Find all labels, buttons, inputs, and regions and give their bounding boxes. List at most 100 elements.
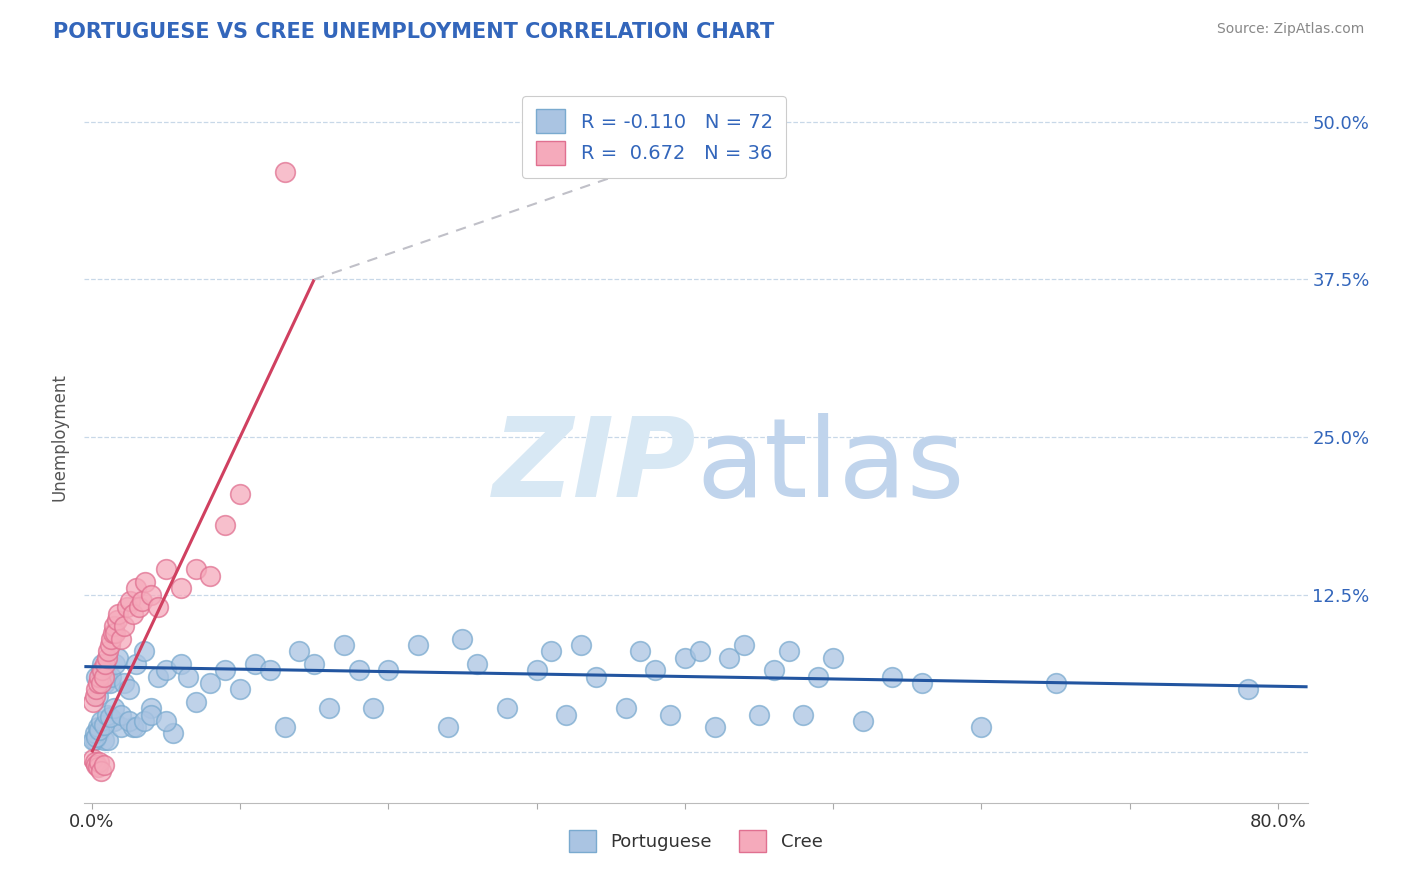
- Point: [229, 487, 252, 501]
- Point: [112, 619, 135, 633]
- Point: [100, 632, 122, 646]
- Text: ZIP: ZIP: [492, 413, 696, 520]
- Point: [82, 695, 104, 709]
- Point: [807, 670, 830, 684]
- Point: [125, 582, 148, 596]
- Point: [86, 720, 108, 734]
- Point: [689, 644, 711, 658]
- Y-axis label: Unemployment: Unemployment: [51, 373, 69, 501]
- Point: [83, 756, 105, 770]
- Point: [659, 707, 682, 722]
- Point: [122, 607, 145, 621]
- Point: [569, 638, 592, 652]
- Point: [83, 689, 105, 703]
- Point: [155, 714, 177, 728]
- Point: [117, 600, 139, 615]
- Point: [1237, 682, 1260, 697]
- Point: [911, 676, 934, 690]
- Point: [84, 682, 107, 697]
- Point: [107, 607, 129, 621]
- Point: [84, 758, 107, 772]
- Point: [90, 664, 112, 678]
- Point: [122, 720, 145, 734]
- Point: [128, 600, 150, 615]
- Point: [363, 701, 385, 715]
- Point: [96, 650, 118, 665]
- Point: [83, 732, 105, 747]
- Point: [585, 670, 607, 684]
- Point: [84, 730, 107, 744]
- Point: [823, 650, 845, 665]
- Point: [155, 664, 177, 678]
- Point: [555, 707, 578, 722]
- Point: [100, 670, 122, 684]
- Point: [170, 657, 193, 671]
- Point: [155, 562, 177, 576]
- Point: [644, 664, 666, 678]
- Text: atlas: atlas: [696, 413, 965, 520]
- Point: [96, 670, 118, 684]
- Point: [333, 638, 356, 652]
- Point: [243, 657, 266, 671]
- Point: [86, 760, 108, 774]
- Point: [103, 619, 125, 633]
- Point: [540, 644, 562, 658]
- Point: [97, 644, 120, 658]
- Point: [93, 670, 115, 684]
- Legend: Portuguese, Cree: Portuguese, Cree: [562, 823, 830, 860]
- Point: [86, 689, 108, 703]
- Point: [118, 682, 141, 697]
- Point: [125, 720, 148, 734]
- Point: [132, 644, 155, 658]
- Point: [673, 650, 696, 665]
- Point: [90, 676, 112, 690]
- Point: [200, 676, 222, 690]
- Point: [98, 710, 121, 724]
- Point: [94, 657, 117, 671]
- Point: [125, 657, 148, 671]
- Text: Source: ZipAtlas.com: Source: ZipAtlas.com: [1216, 22, 1364, 37]
- Point: [184, 695, 207, 709]
- Point: [703, 720, 725, 734]
- Point: [98, 638, 121, 652]
- Point: [101, 625, 124, 640]
- Point: [214, 518, 236, 533]
- Point: [970, 720, 993, 734]
- Point: [82, 732, 104, 747]
- Point: [132, 714, 155, 728]
- Point: [628, 644, 651, 658]
- Point: [104, 657, 127, 671]
- Point: [259, 664, 281, 678]
- Point: [139, 707, 162, 722]
- Point: [103, 701, 125, 715]
- Point: [148, 670, 170, 684]
- Point: [139, 701, 162, 715]
- Point: [110, 632, 132, 646]
- Point: [778, 644, 800, 658]
- Point: [882, 670, 904, 684]
- Point: [852, 714, 875, 728]
- Point: [718, 650, 741, 665]
- Point: [318, 701, 340, 715]
- Point: [118, 714, 141, 728]
- Point: [451, 632, 474, 646]
- Point: [90, 764, 112, 779]
- Point: [302, 657, 325, 671]
- Point: [96, 707, 118, 722]
- Point: [120, 594, 142, 608]
- Point: [762, 664, 785, 678]
- Point: [347, 664, 370, 678]
- Point: [134, 575, 156, 590]
- Point: [82, 752, 104, 766]
- Point: [273, 720, 295, 734]
- Point: [98, 676, 121, 690]
- Point: [91, 664, 114, 678]
- Point: [162, 726, 184, 740]
- Point: [614, 701, 637, 715]
- Point: [229, 682, 252, 697]
- Point: [214, 664, 236, 678]
- Point: [90, 714, 112, 728]
- Point: [465, 657, 488, 671]
- Point: [89, 723, 111, 737]
- Point: [93, 717, 115, 731]
